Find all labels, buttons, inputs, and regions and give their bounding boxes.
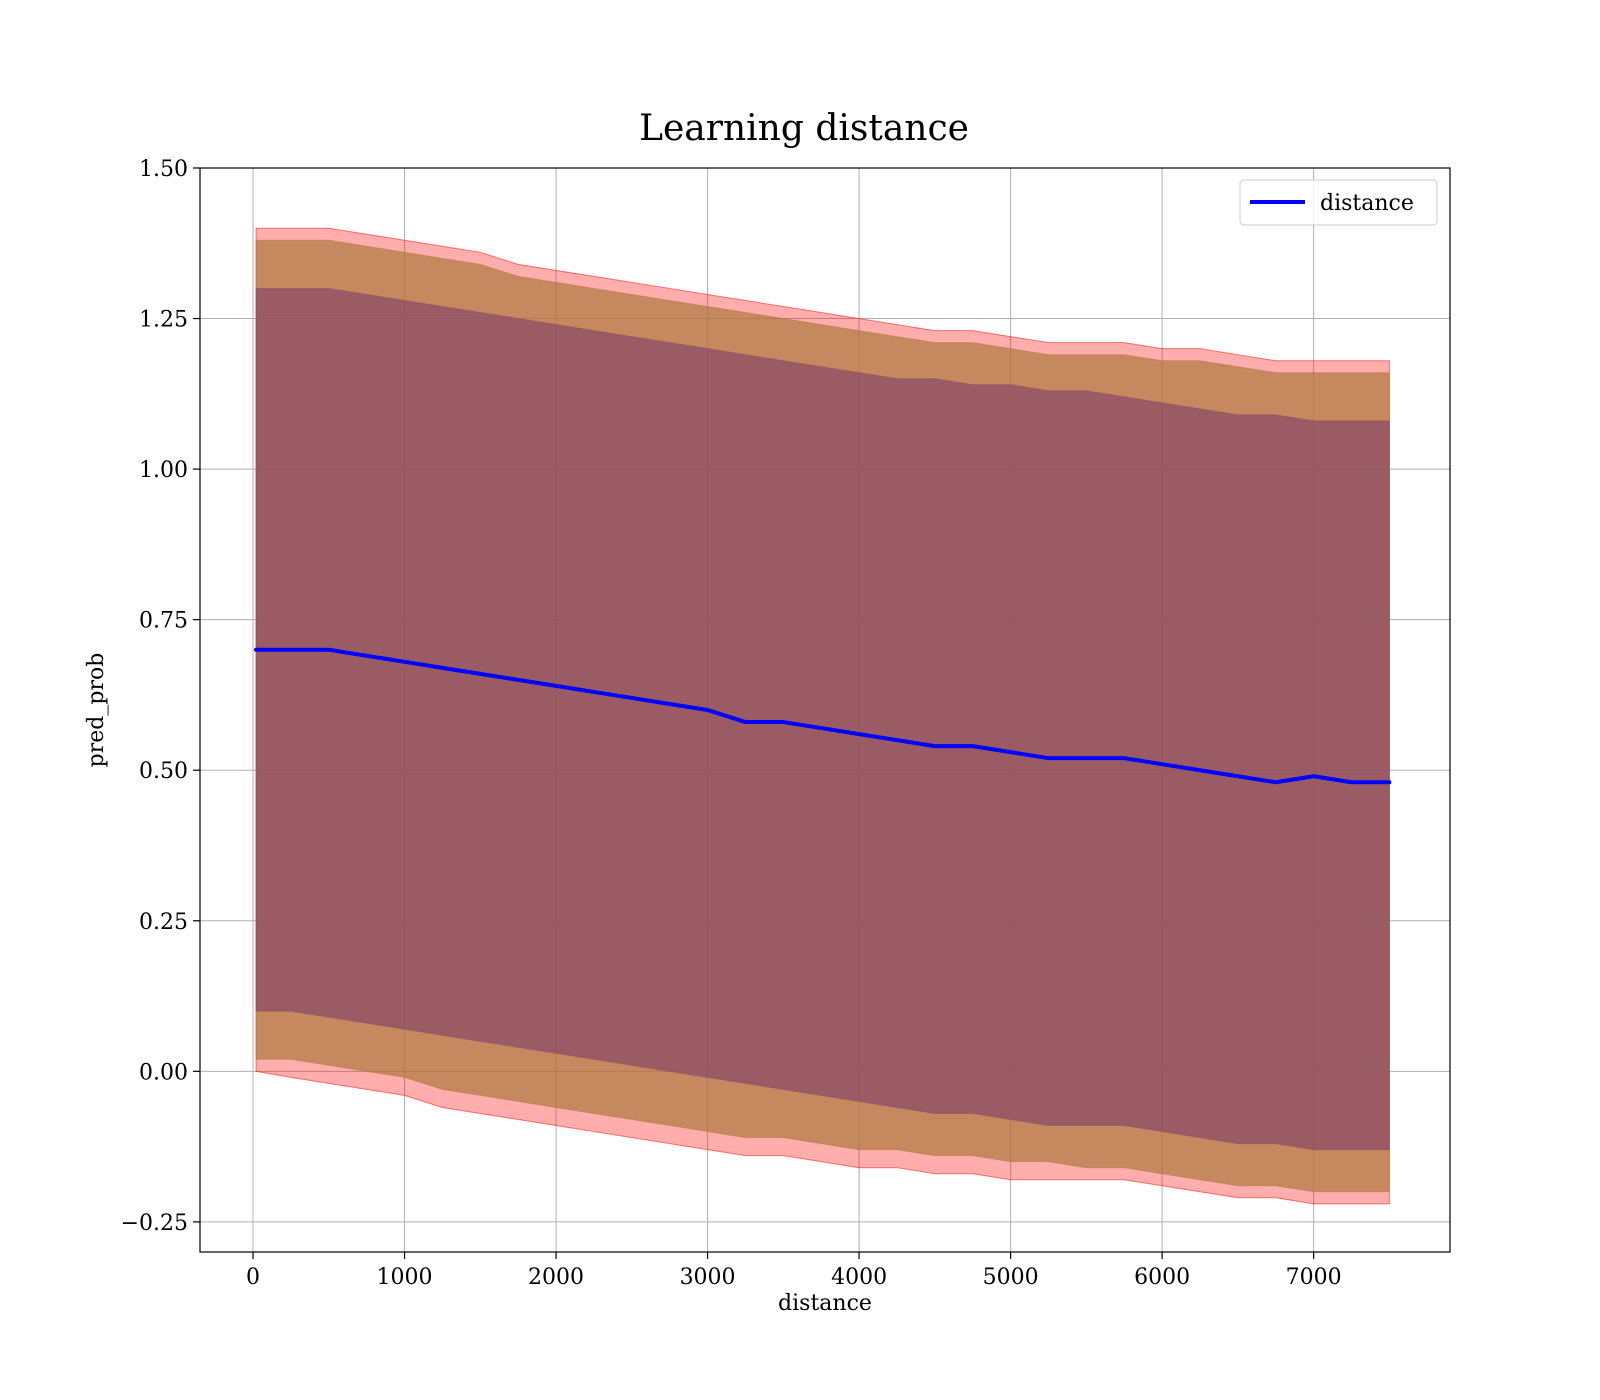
y-tick-label: 0.75 <box>139 609 188 634</box>
data-point <box>1237 775 1239 777</box>
x-tick-label: 1000 <box>377 1265 433 1290</box>
data-point <box>972 745 974 747</box>
y-axis-label: pred_prob <box>84 653 109 768</box>
data-point <box>1161 763 1163 765</box>
inner-band-area <box>255 287 1390 1151</box>
data-point <box>1388 781 1390 783</box>
x-axis-label: distance <box>778 1291 872 1316</box>
legend-label: distance <box>1320 191 1414 216</box>
bands <box>255 227 1390 1205</box>
x-ticks: 0 1000 2000 3000 4000 5000 6000 7000 <box>246 1252 1342 1290</box>
x-tick-label: 4000 <box>831 1265 887 1290</box>
data-point <box>1199 769 1201 771</box>
data-point <box>1351 781 1353 783</box>
data-point <box>1275 781 1277 783</box>
y-tick-label: 1.25 <box>139 308 188 333</box>
data-point <box>707 709 709 711</box>
legend: distance <box>1239 179 1438 226</box>
legend-box <box>1239 179 1438 226</box>
y-ticks: −0.25 0.00 0.25 0.50 0.75 1.00 1.25 1.50 <box>121 157 200 1236</box>
lines <box>254 647 1392 785</box>
data-point <box>631 697 633 699</box>
x-tick-label: 2000 <box>528 1265 584 1290</box>
y-tick-label: 1.50 <box>139 157 188 182</box>
data-point <box>1047 757 1049 759</box>
data-point <box>593 691 595 693</box>
y-tick-label: 0.25 <box>139 910 188 935</box>
y-tick-label: −0.25 <box>121 1211 188 1236</box>
data-point <box>669 703 671 705</box>
data-point <box>744 721 746 723</box>
y-tick-label: 0.50 <box>139 759 188 784</box>
x-tick-label: 5000 <box>983 1265 1039 1290</box>
data-point <box>366 655 368 657</box>
data-point <box>404 661 406 663</box>
data-point <box>1085 757 1087 759</box>
data-point <box>441 667 443 669</box>
data-point <box>479 673 481 675</box>
data-point <box>328 649 330 651</box>
data-point <box>820 727 822 729</box>
data-point <box>255 649 257 651</box>
y-tick-label: 1.00 <box>139 458 188 483</box>
data-point <box>1313 775 1315 777</box>
data-point <box>896 739 898 741</box>
y-tick-label: 0.00 <box>139 1060 188 1085</box>
x-tick-label: 7000 <box>1286 1265 1342 1290</box>
data-point <box>858 733 860 735</box>
plot-frame <box>199 167 1451 1253</box>
x-tick-label: 0 <box>246 1265 260 1290</box>
data-point <box>1123 757 1125 759</box>
data-point <box>934 745 936 747</box>
data-point <box>517 679 519 681</box>
data-point <box>555 685 557 687</box>
x-tick-label: 3000 <box>680 1265 736 1290</box>
data-point <box>290 649 292 651</box>
data-point <box>1010 751 1012 753</box>
x-tick-label: 6000 <box>1134 1265 1190 1290</box>
data-point <box>782 721 784 723</box>
chart-title: Learning distance <box>639 108 969 149</box>
